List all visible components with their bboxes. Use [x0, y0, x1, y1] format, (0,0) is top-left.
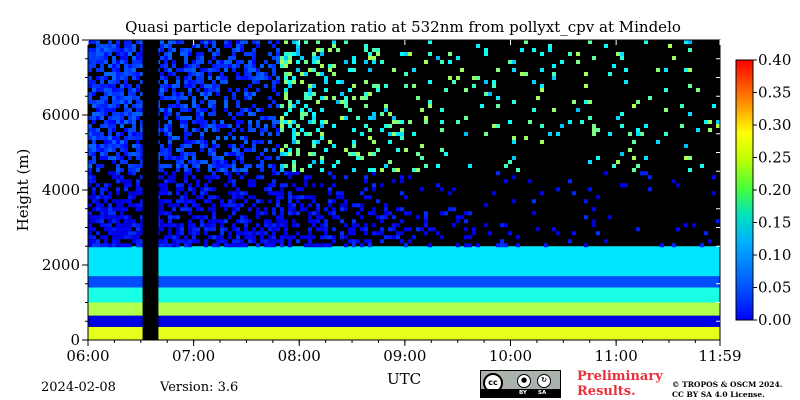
x-tick-label: 08:00 — [278, 347, 321, 365]
colorbar — [735, 59, 754, 321]
x-axis: 06:00 07:00 08:00 09:00 10:00 11:00 11:59 — [66, 40, 742, 365]
x-tick-label: 09:00 — [383, 347, 426, 365]
preliminary-line1: Preliminary — [577, 369, 663, 384]
no-data-gap — [142, 40, 159, 340]
x-axis-label: UTC — [387, 370, 421, 388]
sa-label: SA — [538, 390, 547, 396]
y-tick-label: 0 — [70, 331, 80, 349]
layer-1 — [88, 315, 720, 327]
y-tick-label: 4000 — [42, 181, 80, 199]
preliminary-notice: Preliminary Results. — [577, 369, 663, 399]
copyright-notice: © TROPOS & OSCM 2024. CC BY SA 4.0 Licen… — [672, 380, 782, 400]
x-tick-label: 07:00 — [172, 347, 215, 365]
layer-6 — [88, 171, 720, 248]
layer-5 — [88, 246, 720, 277]
preliminary-line2: Results. — [577, 384, 636, 399]
colorbar-tick-label: 0.05 — [758, 279, 791, 297]
layer-4 — [88, 276, 720, 288]
colorbar-tick-label: 0.15 — [758, 214, 791, 232]
y-tick-label: 2000 — [42, 256, 80, 274]
colorbar-tick-label: 0.25 — [758, 149, 791, 167]
colorbar-tick-label: 0.35 — [758, 84, 791, 102]
by-label: BY — [519, 390, 527, 396]
cc-license-badge[interactable]: cc ● ↻ BY SA — [480, 370, 561, 398]
colorbar-tick-label: 0.20 — [758, 181, 791, 199]
chart-title: Quasi particle depolarization ratio at 5… — [125, 18, 681, 36]
depol-layers — [88, 40, 720, 340]
x-tick-label: 06:00 — [66, 347, 109, 365]
y-axis: 0 2000 4000 6000 8000 — [42, 31, 720, 349]
y-axis-label: Height (m) — [14, 149, 32, 232]
layer-7 — [88, 40, 720, 172]
plot-area — [88, 40, 720, 340]
share-alike-icon: ↻ — [537, 374, 551, 388]
colorbar-tick-label: 0.30 — [758, 116, 791, 134]
version-label: Version: 3.6 — [160, 380, 239, 395]
y-tick-label: 6000 — [42, 106, 80, 124]
badge-label-bar — [481, 389, 560, 397]
date-label: 2024-02-08 — [41, 380, 116, 395]
layer-3 — [88, 287, 720, 303]
copyright-line1: © TROPOS & OSCM 2024. — [672, 380, 783, 389]
layer-2 — [88, 302, 720, 316]
x-tick-label: 10:00 — [489, 347, 532, 365]
attribution-icon: ● — [517, 374, 531, 388]
colorbar-tick-label: 0.00 — [758, 311, 791, 329]
x-tick-label: 11:00 — [595, 347, 638, 365]
layer-0 — [88, 326, 720, 340]
colorbar-tick-label: 0.10 — [758, 246, 791, 264]
x-tick-label: 11:59 — [698, 347, 741, 365]
colorbar-tick-label: 0.40 — [758, 51, 791, 69]
colorbar-ticks: 0.00 0.05 0.10 0.15 0.20 0.25 0.30 0.35 0.40 — [753, 51, 791, 329]
y-tick-label: 8000 — [42, 31, 80, 49]
copyright-line2: CC BY SA 4.0 License. — [672, 390, 765, 399]
